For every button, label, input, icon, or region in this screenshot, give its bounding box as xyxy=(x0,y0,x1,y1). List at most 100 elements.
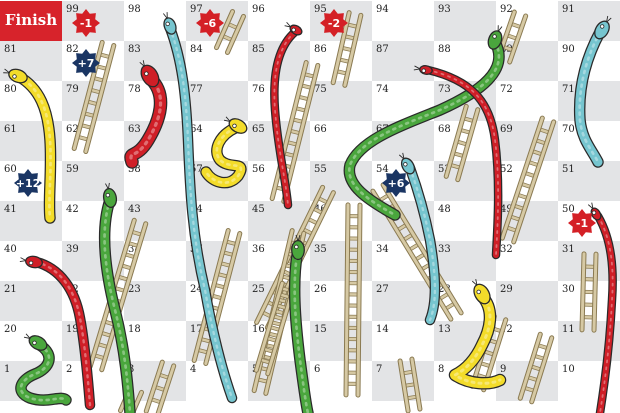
board-square[interactable]: 42 xyxy=(62,201,124,241)
snake xyxy=(162,12,238,404)
board-square[interactable]: 71 xyxy=(558,81,620,121)
square-number: 94 xyxy=(376,4,389,15)
board-square[interactable]: 93 xyxy=(434,1,496,41)
board-square[interactable]: 77 xyxy=(186,81,248,121)
snake xyxy=(98,182,136,413)
square-number: 32 xyxy=(500,244,513,255)
square-number: 29 xyxy=(500,284,513,295)
board-square[interactable]: 39 xyxy=(62,241,124,281)
square-background xyxy=(558,1,620,41)
square-number: 56 xyxy=(252,164,265,175)
board-square[interactable]: 51 xyxy=(558,161,620,201)
square-number: 50 xyxy=(562,204,575,215)
finish-square[interactable]: Finish xyxy=(0,1,62,41)
square-number: 88 xyxy=(438,44,451,55)
square-background xyxy=(310,81,372,121)
square-background xyxy=(558,81,620,121)
square-number: 75 xyxy=(314,84,327,95)
board-square[interactable]: 53 xyxy=(434,161,496,201)
square-background xyxy=(496,241,558,281)
board-square[interactable]: 33 xyxy=(434,241,496,281)
square-number: 59 xyxy=(66,164,79,175)
board-square[interactable]: 48 xyxy=(434,201,496,241)
badge-label: -1 xyxy=(576,217,588,230)
square-number: 69 xyxy=(500,124,513,135)
square-number: 14 xyxy=(376,324,389,335)
board-square[interactable]: 14 xyxy=(372,321,434,361)
square-number: 48 xyxy=(438,204,451,215)
badge-label: -6 xyxy=(204,17,217,30)
square-background xyxy=(62,241,124,281)
square-number: 13 xyxy=(438,324,451,335)
snake xyxy=(573,15,612,168)
board-square[interactable]: 32 xyxy=(496,241,558,281)
square-background xyxy=(372,1,434,41)
board-square[interactable]: 29 xyxy=(496,281,558,321)
badge-label: +12 xyxy=(16,177,41,190)
board-square[interactable]: 75 xyxy=(310,81,372,121)
square-number: 25 xyxy=(252,284,265,295)
square-number: 7 xyxy=(376,364,382,375)
bonus-badge: +6 xyxy=(382,169,410,197)
square-background xyxy=(372,281,434,321)
square-number: 20 xyxy=(4,324,17,335)
ladder xyxy=(214,9,246,55)
snake xyxy=(288,234,314,413)
board-square[interactable]: 21 xyxy=(0,281,62,321)
square-number: 85 xyxy=(252,44,265,55)
square-number: 21 xyxy=(4,284,17,295)
ladder xyxy=(269,60,321,204)
snake xyxy=(398,152,441,326)
snake xyxy=(200,116,248,189)
square-number: 90 xyxy=(562,44,575,55)
ladder xyxy=(330,10,364,88)
square-number: 72 xyxy=(500,84,513,95)
ladder xyxy=(443,103,481,183)
ladder xyxy=(343,202,363,398)
square-number: 24 xyxy=(190,284,203,295)
board-square[interactable]: 94 xyxy=(372,1,434,41)
square-number: 96 xyxy=(252,4,265,15)
badge-label: -2 xyxy=(328,17,340,30)
board-square[interactable]: 23 xyxy=(124,281,186,321)
square-number: 81 xyxy=(4,44,17,55)
snake xyxy=(587,202,617,413)
ladder xyxy=(579,251,599,333)
board-square[interactable]: 27 xyxy=(372,281,434,321)
square-number: 86 xyxy=(314,44,327,55)
square-number: 71 xyxy=(562,84,575,95)
square-number: 58 xyxy=(128,164,141,175)
board-square[interactable]: 91 xyxy=(558,1,620,41)
snake xyxy=(270,21,303,210)
board-square[interactable]: 15 xyxy=(310,321,372,361)
square-number: 97 xyxy=(190,4,203,15)
board-square[interactable]: 84 xyxy=(186,41,248,81)
square-background xyxy=(558,161,620,201)
square-number: 93 xyxy=(438,4,451,15)
snake xyxy=(19,255,96,411)
board-square[interactable]: 18 xyxy=(124,321,186,361)
square-background xyxy=(434,201,496,241)
snake xyxy=(15,333,72,406)
finish-label: Finish xyxy=(5,11,57,29)
board-square[interactable]: 72 xyxy=(496,81,558,121)
square-background xyxy=(434,241,496,281)
square-number: 38 xyxy=(128,244,141,255)
square-background xyxy=(124,321,186,361)
square-number: 82 xyxy=(66,44,79,55)
square-number: 60 xyxy=(4,164,17,175)
board-square[interactable]: 26 xyxy=(310,281,372,321)
snake xyxy=(124,60,168,169)
square-background xyxy=(372,321,434,361)
square-number: 54 xyxy=(376,164,389,175)
square-background xyxy=(124,281,186,321)
ladder xyxy=(517,331,555,405)
square-number: 68 xyxy=(438,124,451,135)
square-number: 15 xyxy=(314,324,327,335)
square-background xyxy=(186,81,248,121)
board-square[interactable]: 6 xyxy=(310,361,372,401)
square-number: 63 xyxy=(128,124,141,135)
square-number: 16 xyxy=(252,324,265,335)
